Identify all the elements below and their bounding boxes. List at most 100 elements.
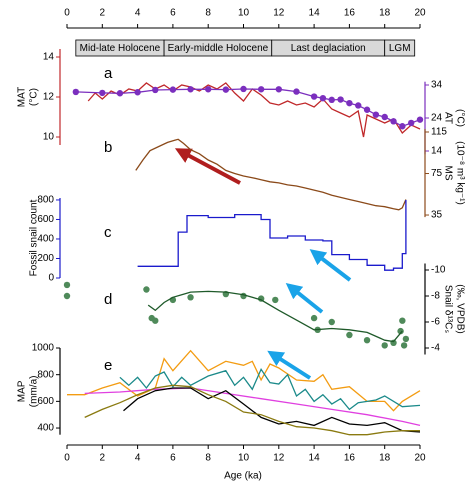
- data-line: [123, 387, 421, 433]
- y-axis-title: (‰, VPDB): [454, 284, 465, 333]
- y-tick-label: 600: [37, 396, 54, 407]
- x-tick-label: 2: [100, 8, 106, 19]
- x-tick-label: 8: [205, 8, 211, 19]
- y-tick-label: -8: [431, 291, 440, 302]
- y-tick-label: 115: [431, 127, 447, 138]
- data-point: [346, 99, 353, 107]
- data-point: [152, 317, 159, 324]
- period-label: Early-middle Holocene: [168, 43, 269, 54]
- x-axis-title: Age (ka): [224, 471, 262, 482]
- y-tick-label: 0: [48, 273, 54, 284]
- data-line: [137, 200, 407, 271]
- data-point: [319, 95, 327, 102]
- y-tick-label: 35: [431, 210, 443, 221]
- y-tick-label: -10: [431, 265, 446, 276]
- data-point: [134, 89, 141, 96]
- x-tick-label: 6: [170, 453, 176, 464]
- data-point: [399, 317, 406, 324]
- data-line: [67, 349, 421, 412]
- y-axis-title: MAT: [17, 87, 28, 107]
- y-axis-title: AT: [442, 112, 453, 124]
- data-point: [390, 118, 397, 125]
- panel-letter: b: [104, 139, 112, 156]
- data-line: [119, 367, 421, 411]
- data-point: [355, 102, 362, 109]
- data-point: [272, 296, 279, 304]
- data-point: [381, 113, 388, 121]
- data-point: [397, 327, 404, 335]
- x-tick-label: 18: [379, 8, 391, 19]
- x-tick-label: 14: [309, 8, 321, 19]
- data-point: [328, 318, 335, 326]
- y-axis-title: (mm/a): [29, 376, 40, 408]
- x-tick-label: 12: [273, 8, 285, 19]
- arrow: [309, 249, 352, 282]
- arrow: [267, 350, 312, 380]
- x-tick-label: 4: [135, 453, 141, 464]
- y-tick-label: 400: [37, 234, 54, 245]
- y-tick-label: -6: [431, 317, 440, 328]
- data-point: [72, 88, 80, 96]
- y-tick-label: 1000: [32, 343, 55, 354]
- y-axis-title: (10⁻⁸ m³ kg⁻¹): [454, 141, 465, 205]
- data-point: [275, 86, 282, 93]
- period-label: Last deglaciation: [291, 43, 366, 54]
- x-tick-label: 20: [414, 453, 426, 464]
- x-tick-label: 20: [414, 8, 426, 19]
- x-tick-label: 2: [100, 453, 106, 464]
- panel-letter: e: [104, 357, 112, 374]
- data-point: [399, 123, 406, 130]
- period-label: Mid-late Holocene: [80, 43, 161, 54]
- data-point: [187, 86, 194, 93]
- data-point: [416, 116, 424, 123]
- data-point: [169, 86, 177, 93]
- y-tick-label: 600: [37, 214, 54, 225]
- panel-letter: d: [104, 291, 112, 308]
- x-tick-label: 12: [273, 453, 285, 464]
- x-tick-label: 16: [344, 8, 356, 19]
- x-tick-label: 18: [379, 453, 391, 464]
- data-point: [400, 342, 408, 349]
- y-tick-label: 14: [431, 146, 443, 157]
- y-tick-label: 800: [37, 195, 54, 206]
- data-point: [240, 85, 247, 93]
- data-point: [372, 111, 380, 118]
- data-point: [310, 93, 318, 100]
- data-point: [222, 86, 230, 93]
- data-line: [147, 290, 403, 343]
- data-line: [84, 384, 420, 436]
- data-point: [187, 294, 194, 301]
- data-point: [363, 106, 371, 113]
- y-axis-title: (°C): [454, 109, 465, 127]
- arrow: [174, 148, 241, 185]
- y-tick-label: 200: [37, 253, 54, 264]
- x-tick-label: 8: [205, 453, 211, 464]
- data-point: [402, 335, 410, 343]
- data-point: [310, 314, 318, 322]
- x-tick-label: 16: [344, 453, 356, 464]
- y-tick-label: 34: [431, 80, 443, 91]
- data-point: [328, 96, 335, 104]
- data-point: [407, 119, 415, 127]
- data-point: [257, 86, 265, 93]
- panel-letter: c: [104, 224, 112, 241]
- y-tick-label: 800: [37, 369, 54, 380]
- data-point: [293, 88, 300, 95]
- y-tick-label: 14: [43, 52, 55, 63]
- y-tick-label: 24: [431, 113, 443, 124]
- panel-letter: a: [104, 65, 113, 82]
- period-label: LGM: [389, 43, 411, 54]
- data-point: [363, 337, 371, 344]
- y-axis-title: Fossil snail count: [29, 199, 40, 276]
- y-axis-title: MAP: [17, 380, 28, 402]
- data-line: [87, 82, 421, 138]
- y-tick-label: 400: [37, 423, 54, 434]
- data-point: [63, 281, 71, 289]
- y-tick-label: 10: [43, 132, 55, 143]
- data-point: [346, 331, 353, 339]
- data-line: [135, 138, 407, 211]
- x-tick-label: 0: [64, 453, 70, 464]
- y-axis-title: (°C): [29, 88, 40, 106]
